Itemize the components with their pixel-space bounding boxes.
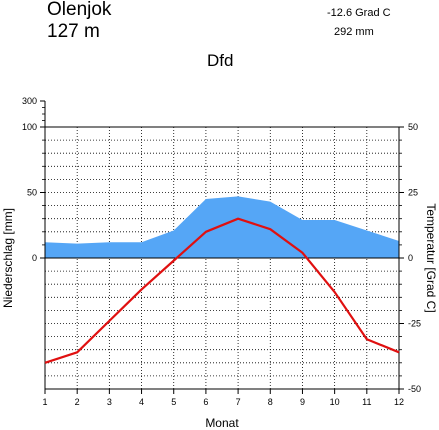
month-axis: 1 2 3 4 5 6 7 8 9 10 11 12 (42, 389, 404, 407)
temperature-tick-label: 0 (408, 253, 413, 263)
temperature-tick-label: 25 (408, 188, 418, 198)
temperature-tick-label: -50 (408, 384, 421, 394)
month-tick-label: 8 (268, 397, 273, 407)
temperature-line (44, 217, 400, 364)
precipitation-tick-label: 50 (27, 188, 37, 198)
month-tick-label: 7 (236, 397, 241, 407)
temperature-line-layer (44, 217, 400, 364)
precipitation-axis: 0 50 100 300 (22, 96, 45, 263)
month-tick-label: 12 (394, 397, 404, 407)
station-elevation: 127 m (47, 21, 100, 42)
precipitation-tick-label: 300 (22, 96, 37, 106)
precipitation-area-layer (45, 196, 399, 258)
precipitation-area (45, 196, 399, 258)
annual-mean-temperature: -12.6 Grad C (327, 7, 391, 19)
right-axis-title: Temperatur [Grad C] (424, 203, 438, 312)
month-tick-label: 2 (75, 397, 80, 407)
month-tick-label: 11 (362, 397, 371, 407)
month-tick-label: 9 (300, 397, 305, 407)
temperature-tick-label: -25 (408, 319, 421, 329)
month-tick-label: 1 (42, 397, 47, 407)
temperature-axis: -50 -25 0 25 50 (399, 122, 421, 394)
precipitation-tick-label: 0 (32, 253, 37, 263)
month-tick-label: 5 (171, 397, 176, 407)
precipitation-tick-label: 100 (22, 122, 37, 132)
station-name: Olenjok (47, 0, 112, 20)
annual-precipitation: 292 mm (334, 26, 374, 38)
month-tick-label: 4 (139, 397, 144, 407)
climate-classification: Dfd (207, 51, 234, 70)
temperature-tick-label: 50 (408, 122, 418, 132)
month-tick-label: 3 (107, 397, 112, 407)
left-axis-title: Niederschlag [mm] (1, 208, 15, 308)
month-tick-label: 6 (203, 397, 208, 407)
x-axis-title: Monat (205, 416, 239, 430)
month-tick-label: 10 (330, 397, 340, 407)
